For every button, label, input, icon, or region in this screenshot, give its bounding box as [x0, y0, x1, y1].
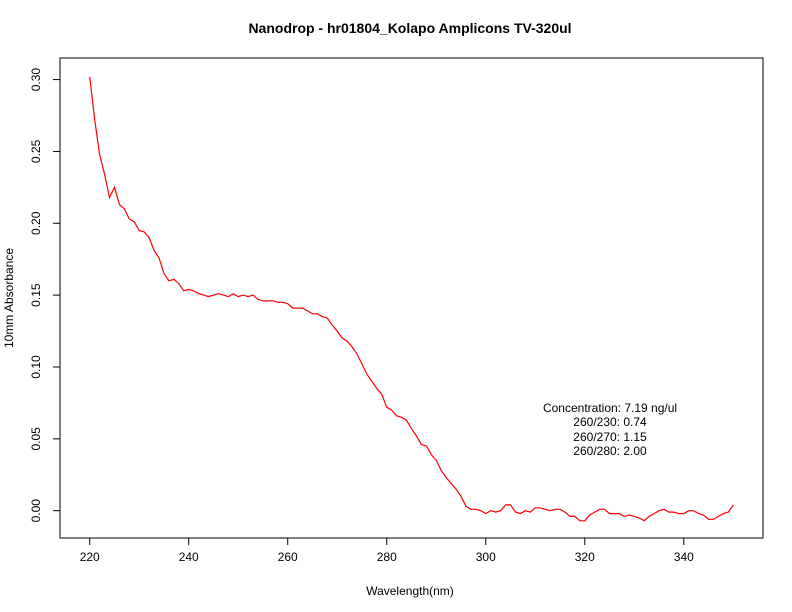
x-axis-label: Wavelength(nm) [366, 584, 454, 598]
chart-title: Nanodrop - hr01804_Kolapo Amplicons TV-3… [248, 20, 571, 36]
x-tick-label: 340 [674, 550, 694, 564]
y-tick-label: 0.30 [29, 68, 43, 92]
x-tick-label: 320 [575, 550, 595, 564]
y-tick-label: 0.15 [29, 283, 43, 307]
annotation-concentration: Concentration: 7.19 ng/ul [543, 401, 677, 415]
x-tick-label: 260 [278, 550, 298, 564]
plot-frame [59, 57, 764, 539]
x-tick-label: 220 [80, 550, 100, 564]
x-axis: 220 240 260 280 300 320 340 [80, 538, 694, 564]
x-tick-label: 240 [179, 550, 199, 564]
y-tick-label: 0.00 [29, 499, 43, 523]
annotation-ratio-260-230: 260/230: 0.74 [573, 415, 647, 429]
x-tick-label: 280 [377, 550, 397, 564]
x-tick-label: 300 [476, 550, 496, 564]
y-tick-label: 0.10 [29, 355, 43, 379]
annotation-ratio-260-280: 260/280: 2.00 [573, 444, 647, 458]
y-tick-label: 0.05 [29, 427, 43, 451]
y-tick-label: 0.20 [29, 211, 43, 235]
measurement-annotations: Concentration: 7.19 ng/ul 260/230: 0.74 … [543, 401, 677, 458]
y-axis: 0.00 0.05 0.10 0.15 0.20 0.25 0.30 [29, 68, 60, 523]
absorbance-line [89, 76, 734, 522]
y-axis-label: 10mm Absorbance [2, 248, 16, 348]
annotation-ratio-260-270: 260/270: 1.15 [573, 430, 647, 444]
y-tick-label: 0.25 [29, 139, 43, 163]
